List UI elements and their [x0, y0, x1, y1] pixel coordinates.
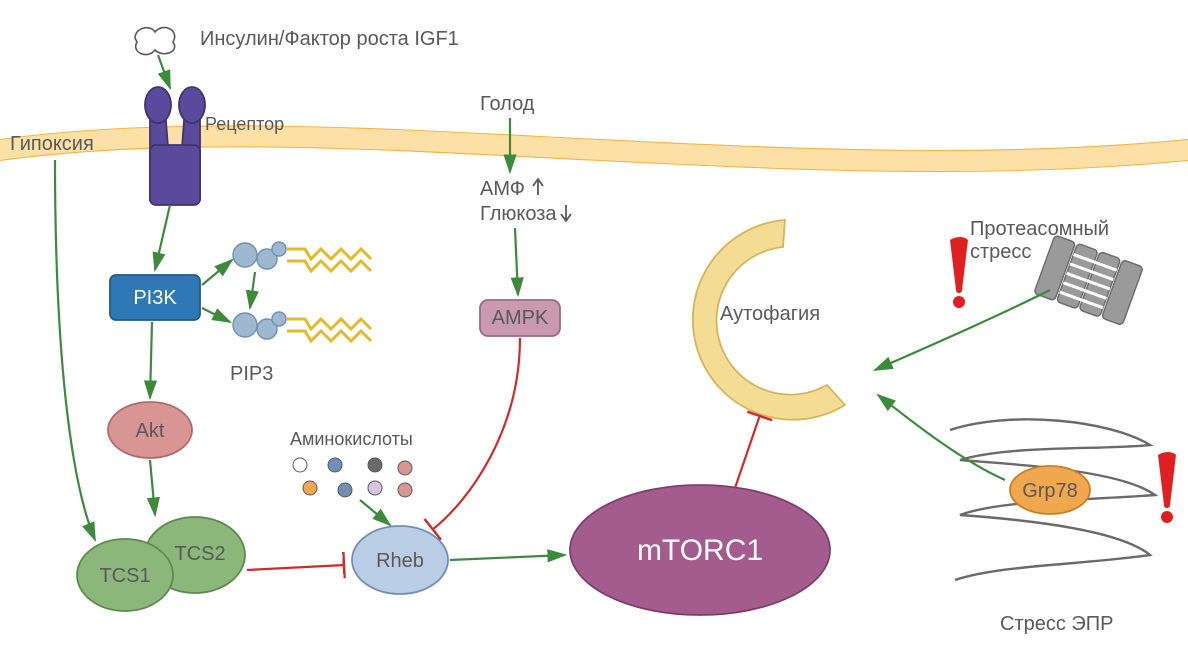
proteasome-icon — [1034, 235, 1144, 325]
pi3k-text: PI3K — [133, 287, 177, 309]
akt-node: Akt — [108, 402, 192, 458]
ampk-node: AMPK — [480, 300, 560, 336]
grp78-node: Grp78 — [1010, 466, 1090, 514]
proteasome-stress-label-1: Протеасомный — [970, 218, 1109, 240]
exclamation-icon — [950, 237, 968, 308]
mtorc1-text: mTORC1 — [637, 534, 763, 567]
aminoacid-dots — [293, 458, 412, 497]
down-arrow-icon — [561, 205, 571, 221]
up-arrow-icon — [533, 179, 543, 195]
glucose-label: Глюкоза — [480, 203, 557, 225]
autophagy-label: Аутофагия — [720, 303, 820, 325]
rheb-text: Rheb — [376, 550, 424, 572]
grp78-text: Grp78 — [1022, 480, 1078, 502]
exclamation-icon — [1158, 452, 1176, 523]
signaling-diagram: Инсулин/Фактор роста IGF1 Гипоксия Рецеп… — [0, 0, 1188, 668]
amp-label: АМФ — [480, 178, 525, 200]
hypoxia-label: Гипоксия — [10, 133, 94, 155]
ampk-text: AMPK — [492, 307, 549, 329]
pip3-icon — [233, 242, 371, 271]
proteasome-stress-label-2: стресс — [970, 241, 1031, 263]
pi3k-node: PI3K — [110, 275, 200, 320]
akt-text: Akt — [136, 420, 165, 442]
pip3-icon — [233, 312, 371, 341]
autophagosome-icon: Аутофагия — [693, 220, 845, 420]
receptor-icon — [145, 87, 205, 205]
ligand-icon — [135, 27, 175, 54]
insulin-label: Инсулин/Фактор роста IGF1 — [200, 28, 459, 50]
pip3-label: PIP3 — [230, 363, 273, 385]
tcs1-text: TCS1 — [99, 565, 150, 587]
er-stress-label: Стресс ЭПР — [1000, 613, 1114, 635]
receptor-label: Рецептор — [205, 114, 284, 134]
rheb-node: Rheb — [352, 526, 448, 594]
starvation-label: Голод — [480, 93, 535, 115]
mtorc1-node: mTORC1 — [570, 485, 830, 615]
aminoacids-label: Аминокислоты — [290, 429, 413, 449]
tcs-complex: TCS1 TCS2 — [77, 517, 245, 611]
tcs2-text: TCS2 — [174, 543, 225, 565]
